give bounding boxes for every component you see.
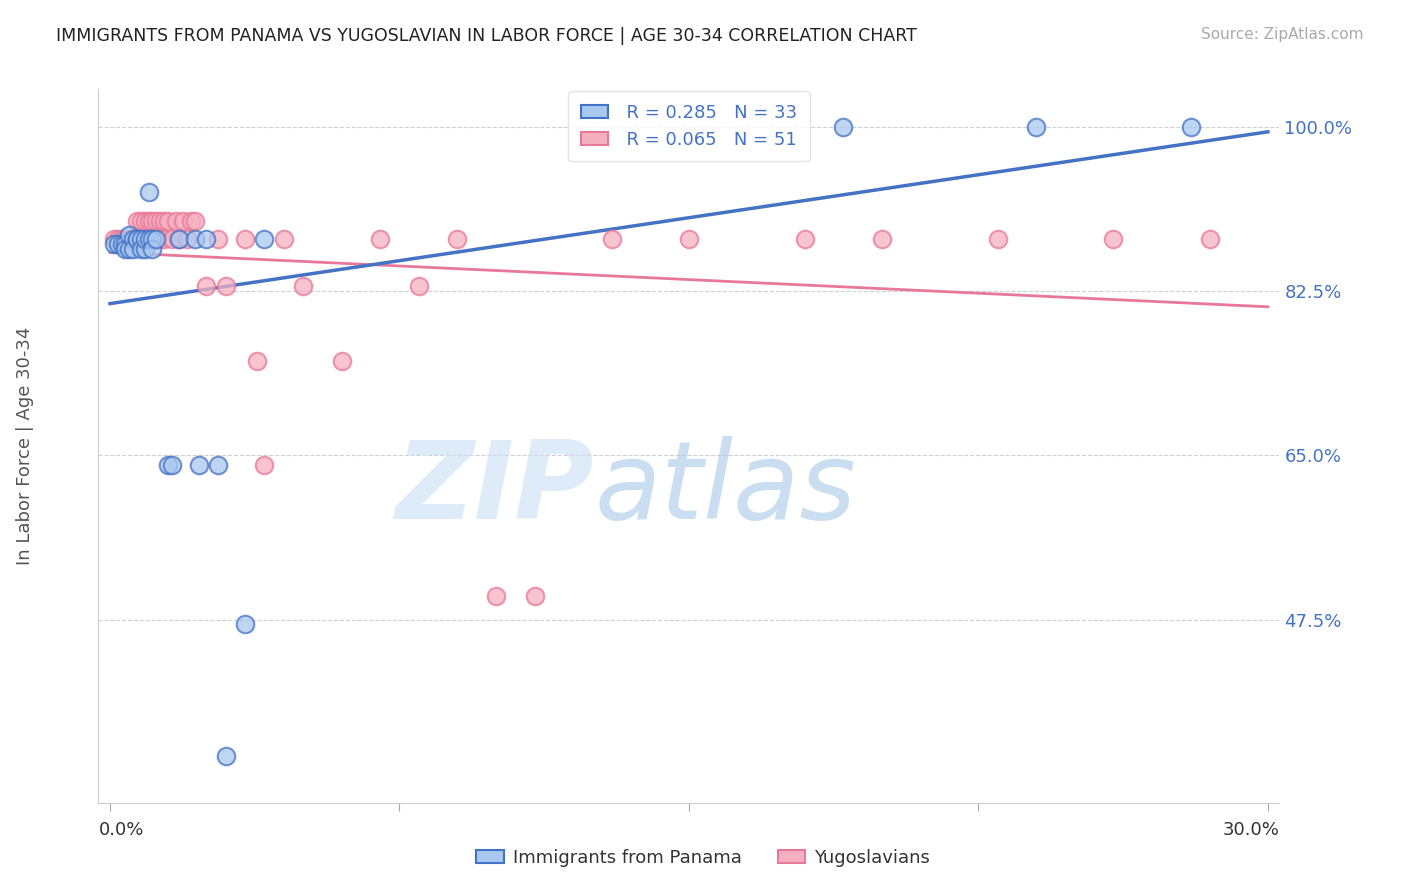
- Point: [114, 237, 136, 252]
- Legend:   R = 0.285   N = 33,   R = 0.065   N = 51: R = 0.285 N = 33, R = 0.065 N = 51: [568, 91, 810, 161]
- Point: [1102, 232, 1125, 246]
- Point: [141, 213, 163, 227]
- Point: [195, 279, 218, 293]
- Point: [291, 279, 314, 293]
- Point: [1199, 232, 1222, 246]
- Point: [141, 232, 163, 246]
- Point: [153, 232, 176, 246]
- Point: [149, 232, 172, 246]
- Point: [118, 227, 141, 242]
- Point: [149, 213, 172, 227]
- Point: [118, 242, 141, 256]
- Point: [156, 458, 179, 472]
- Text: 0.0%: 0.0%: [98, 821, 143, 838]
- Point: [160, 458, 183, 472]
- Point: [987, 232, 1010, 246]
- Point: [180, 213, 202, 227]
- Point: [145, 232, 167, 246]
- Point: [160, 232, 183, 246]
- Legend: Immigrants from Panama, Yugoslavians: Immigrants from Panama, Yugoslavians: [470, 842, 936, 874]
- Point: [122, 232, 145, 246]
- Point: [153, 213, 176, 227]
- Point: [125, 213, 148, 227]
- Point: [141, 242, 163, 256]
- Point: [125, 232, 148, 246]
- Point: [253, 232, 276, 246]
- Point: [110, 232, 132, 246]
- Point: [207, 232, 229, 246]
- Point: [156, 213, 179, 227]
- Point: [138, 186, 160, 200]
- Point: [215, 279, 238, 293]
- Text: atlas: atlas: [595, 436, 856, 541]
- Point: [600, 232, 623, 246]
- Point: [187, 458, 209, 472]
- Point: [141, 232, 163, 246]
- Point: [368, 232, 391, 246]
- Point: [122, 242, 145, 256]
- Point: [134, 242, 156, 256]
- Point: [103, 232, 125, 246]
- Point: [114, 232, 136, 246]
- Point: [118, 232, 141, 246]
- Text: In Labor Force | Age 30-34: In Labor Force | Age 30-34: [17, 326, 34, 566]
- Point: [129, 242, 152, 256]
- Point: [793, 232, 815, 246]
- Point: [145, 213, 167, 227]
- Point: [125, 232, 148, 246]
- Point: [233, 232, 256, 246]
- Point: [207, 458, 229, 472]
- Point: [169, 232, 191, 246]
- Point: [273, 232, 295, 246]
- Point: [523, 589, 546, 603]
- Text: ZIP: ZIP: [396, 436, 595, 541]
- Point: [215, 748, 238, 763]
- Text: Source: ZipAtlas.com: Source: ZipAtlas.com: [1201, 27, 1364, 42]
- Point: [832, 120, 855, 134]
- Point: [107, 237, 129, 252]
- Point: [138, 232, 160, 246]
- Point: [110, 237, 132, 252]
- Point: [129, 213, 152, 227]
- Point: [870, 232, 893, 246]
- Point: [129, 232, 152, 246]
- Point: [172, 213, 194, 227]
- Point: [114, 242, 136, 256]
- Point: [1180, 120, 1202, 134]
- Text: 30.0%: 30.0%: [1223, 821, 1279, 838]
- Point: [138, 232, 160, 246]
- Point: [408, 279, 430, 293]
- Point: [1025, 120, 1047, 134]
- Point: [103, 237, 125, 252]
- Point: [134, 213, 156, 227]
- Text: IMMIGRANTS FROM PANAMA VS YUGOSLAVIAN IN LABOR FORCE | AGE 30-34 CORRELATION CHA: IMMIGRANTS FROM PANAMA VS YUGOSLAVIAN IN…: [56, 27, 917, 45]
- Point: [134, 232, 156, 246]
- Point: [138, 213, 160, 227]
- Point: [233, 617, 256, 632]
- Point: [184, 213, 207, 227]
- Point: [195, 232, 218, 246]
- Point: [176, 232, 198, 246]
- Point: [107, 232, 129, 246]
- Point: [169, 232, 191, 246]
- Point: [485, 589, 508, 603]
- Point: [145, 232, 167, 246]
- Point: [125, 232, 148, 246]
- Point: [184, 232, 207, 246]
- Point: [129, 232, 152, 246]
- Point: [330, 354, 353, 368]
- Point: [165, 213, 187, 227]
- Point: [253, 458, 276, 472]
- Point: [122, 232, 145, 246]
- Point: [446, 232, 468, 246]
- Point: [134, 232, 156, 246]
- Point: [678, 232, 700, 246]
- Point: [246, 354, 269, 368]
